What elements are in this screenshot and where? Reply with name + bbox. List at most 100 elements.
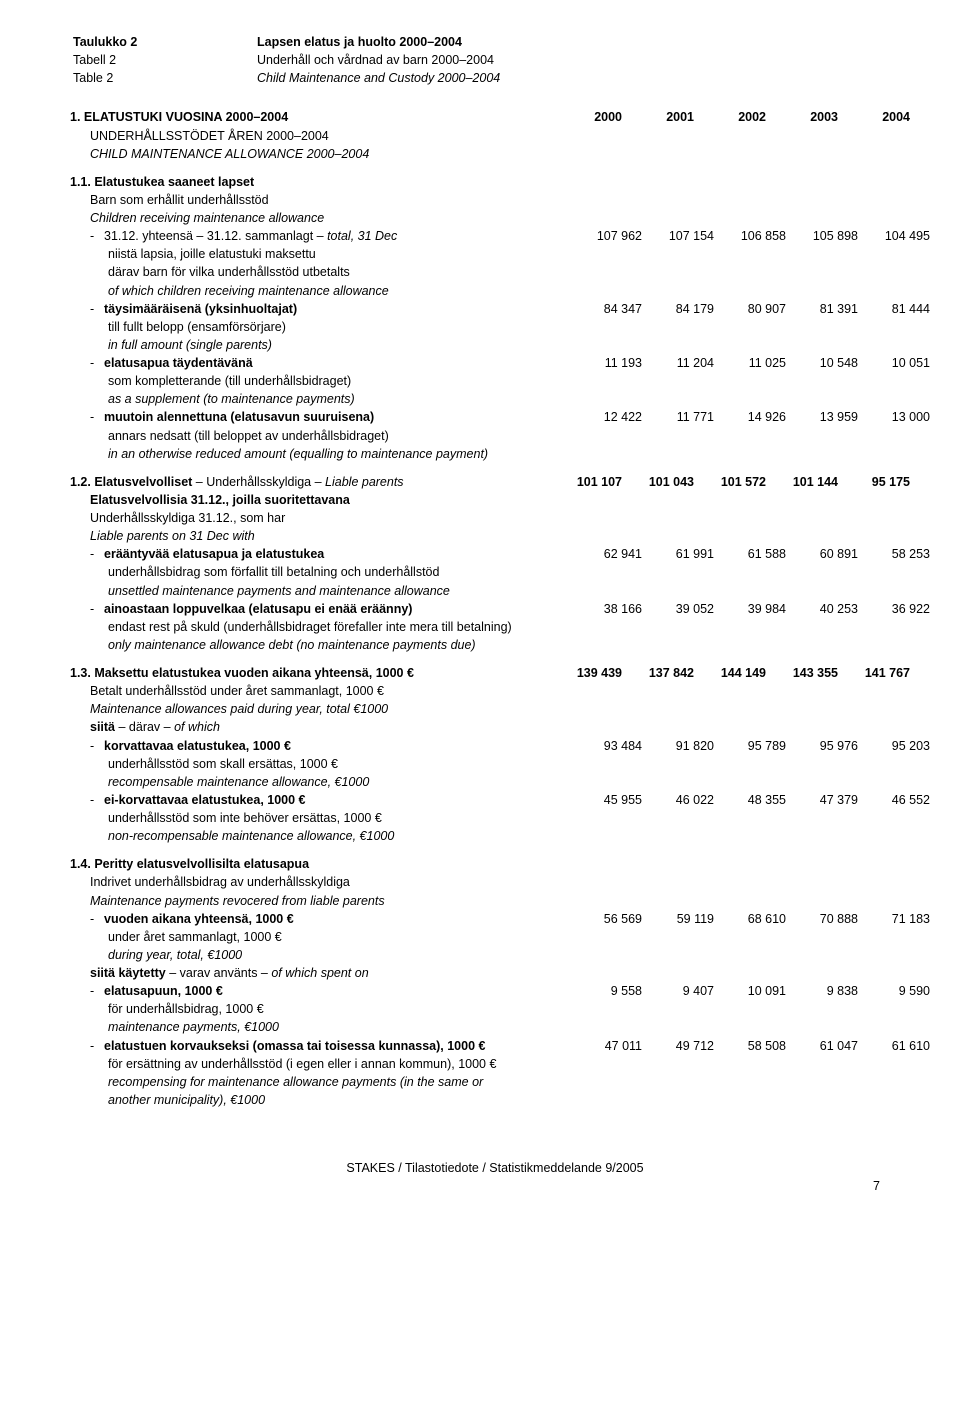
s11-r4-sv: annars nedsatt (till beloppet av underhå… (70, 427, 588, 445)
s11-r4-label: muutoin alennettuna (elatusavun suuruise… (104, 410, 374, 424)
year-2002: 2002 (694, 108, 766, 126)
v: 46 022 (642, 791, 714, 809)
s14-r2: -elatusapuun, 1000 € 9 558 9 407 10 091 … (70, 982, 920, 1000)
v: 61 991 (642, 545, 714, 563)
header-right-1: Lapsen elatus ja huolto 2000–2004 (257, 33, 917, 51)
v: 39 984 (714, 600, 786, 618)
v: 11 025 (714, 354, 786, 372)
section-1-head: 1. ELATUSTUKI VUOSINA 2000–2004 2000 200… (70, 108, 920, 126)
v: 81 444 (858, 300, 930, 318)
v: 12 422 (570, 408, 642, 426)
v: 70 888 (786, 910, 858, 928)
v: 104 495 (858, 227, 930, 245)
v: 11 204 (642, 354, 714, 372)
s12-l3: Underhållsskyldiga 31.12., som har (70, 509, 570, 527)
v: 9 838 (786, 982, 858, 1000)
s13-r1-sv: underhållsstöd som skall ersättas, 1000 … (70, 755, 588, 773)
year-2004: 2004 (838, 108, 910, 126)
footer: STAKES / Tilastotiedote / Statistikmedde… (70, 1159, 920, 1177)
s11-r4: -muutoin alennettuna (elatusavun suuruis… (70, 408, 920, 426)
v: 38 166 (570, 600, 642, 618)
s12-r2-label: ainoastaan loppuvelkaa (elatusapu ei enä… (104, 602, 412, 616)
s12-num: 1.2. (70, 475, 91, 489)
page-number: 7 (873, 1177, 880, 1195)
s14-r1: -vuoden aikana yhteensä, 1000 € 56 569 5… (70, 910, 920, 928)
s13-r1: -korvattavaa elatustukea, 1000 € 93 484 … (70, 737, 920, 755)
v: 95 175 (838, 473, 910, 491)
s13-r2-sv: underhållsstöd som inte behöver ersättas… (70, 809, 588, 827)
v: 80 907 (714, 300, 786, 318)
v: 91 820 (642, 737, 714, 755)
s11-r1-en: of which children receiving maintenance … (70, 282, 588, 300)
v: 84 179 (642, 300, 714, 318)
s14-r2-label: elatusapuun, 1000 € (104, 984, 223, 998)
s12-head: 1.2. Elatusvelvolliset – Underhållsskyld… (70, 473, 920, 491)
s14-sv: Indrivet underhållsbidrag av underhållss… (70, 873, 570, 891)
year-2001: 2001 (622, 108, 694, 126)
v: 68 610 (714, 910, 786, 928)
v: 101 107 (550, 473, 622, 491)
s11-r1-sv2: därav barn för vilka underhållsstöd utbe… (70, 263, 588, 281)
s11-r1-label: 31.12. yhteensä – 31.12. sammanlagt – to… (104, 229, 397, 243)
v: 9 407 (642, 982, 714, 1000)
s12-l4: Liable parents on 31 Dec with (70, 527, 570, 545)
s11-r4-en: in an otherwise reduced amount (equallin… (70, 445, 588, 463)
s13-sv: Betalt underhållsstöd under året sammanl… (70, 682, 570, 700)
s14-r1-sv: under året sammanlagt, 1000 € (70, 928, 588, 946)
s12-fi: Elatusvelvolliset (94, 475, 192, 489)
s12-l2: Elatusvelvollisia 31.12., joilla suorite… (70, 491, 570, 509)
s13-en: Maintenance allowances paid during year,… (70, 700, 570, 718)
s13-fi: Maksettu elatustukea vuoden aikana yhtee… (94, 666, 414, 680)
v: 9 590 (858, 982, 930, 1000)
v: 47 011 (570, 1037, 642, 1055)
s11-num: 1.1. (70, 175, 91, 189)
s14-r2-sv: för underhållsbidrag, 1000 € (70, 1000, 588, 1018)
year-2003: 2003 (766, 108, 838, 126)
v: 107 962 (570, 227, 642, 245)
header-block: Taulukko 2 Tabell 2 Table 2 Lapsen elatu… (70, 30, 920, 90)
s13-r2-label: ei-korvattavaa elatustukea, 1000 € (104, 793, 306, 807)
v: 56 569 (570, 910, 642, 928)
v: 107 154 (642, 227, 714, 245)
s1-en: CHILD MAINTENANCE ALLOWANCE 2000–2004 (70, 145, 570, 163)
s11-r3-en: as a supplement (to maintenance payments… (70, 390, 588, 408)
s13-r2-en: non-recompensable maintenance allowance,… (70, 827, 588, 845)
v: 101 043 (622, 473, 694, 491)
v: 61 588 (714, 545, 786, 563)
s13-head: 1.3. Maksettu elatustukea vuoden aikana … (70, 664, 920, 682)
s13-r2: -ei-korvattavaa elatustukea, 1000 € 45 9… (70, 791, 920, 809)
s11-fi: Elatustukea saaneet lapset (94, 175, 254, 189)
v: 61 610 (858, 1037, 930, 1055)
v: 95 203 (858, 737, 930, 755)
v: 71 183 (858, 910, 930, 928)
v: 39 052 (642, 600, 714, 618)
s14-r3-label: elatustuen korvaukseksi (omassa tai tois… (104, 1039, 485, 1053)
v: 101 572 (694, 473, 766, 491)
v: 143 355 (766, 664, 838, 682)
s14-r3: -elatustuen korvaukseksi (omassa tai toi… (70, 1037, 920, 1055)
v: 13 000 (858, 408, 930, 426)
s14-of: siitä käytetty – varav använts – of whic… (70, 964, 570, 982)
s14-en: Maintenance payments revocered from liab… (70, 892, 570, 910)
s12-r2-en: only maintenance allowance debt (no main… (70, 636, 588, 654)
v: 36 922 (858, 600, 930, 618)
v: 59 119 (642, 910, 714, 928)
s11-r2: -täysimääräisenä (yksinhuoltajat) 84 347… (70, 300, 920, 318)
v: 141 767 (838, 664, 910, 682)
v: 81 391 (786, 300, 858, 318)
header-left-1: Taulukko 2 (73, 33, 253, 51)
s1-num: 1. (70, 110, 80, 124)
v: 84 347 (570, 300, 642, 318)
s13-num: 1.3. (70, 666, 91, 680)
s12-r2: -ainoastaan loppuvelkaa (elatusapu ei en… (70, 600, 920, 618)
s11-r3-label: elatusapua täydentävänä (104, 356, 253, 370)
v: 10 051 (858, 354, 930, 372)
v: 58 508 (714, 1037, 786, 1055)
v: 95 789 (714, 737, 786, 755)
v: 48 355 (714, 791, 786, 809)
s12-r1: -erääntyvää elatusapua ja elatustukea 62… (70, 545, 920, 563)
s11-r2-label: täysimääräisenä (yksinhuoltajat) (104, 302, 297, 316)
v: 9 558 (570, 982, 642, 1000)
v: 60 891 (786, 545, 858, 563)
s12-r1-sv: underhållsbidrag som förfallit till beta… (70, 563, 588, 581)
